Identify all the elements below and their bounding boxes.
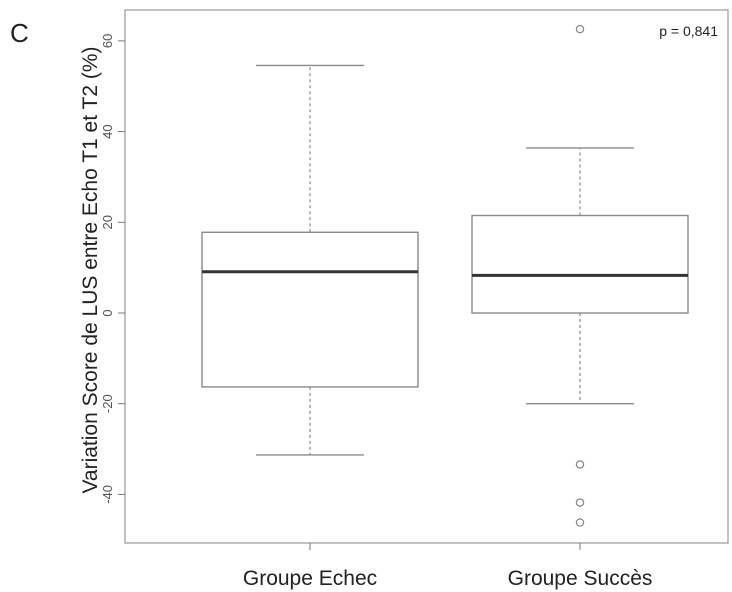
outlier-point <box>575 460 585 469</box>
panel-label: C <box>10 18 29 48</box>
box-iqr <box>471 214 689 314</box>
y-tick-label: 20 <box>100 215 115 229</box>
y-tick-label: 60 <box>100 34 115 48</box>
x-axis: Groupe Echec Groupe Succès <box>243 543 653 590</box>
plot-frame <box>124 9 729 544</box>
outlier-point <box>575 518 585 527</box>
boxes <box>201 24 689 527</box>
y-axis-label: Variation Score de LUS entre Echo T1 et … <box>79 46 102 493</box>
box-group <box>471 24 689 527</box>
y-tick-label: -40 <box>100 485 115 504</box>
box-iqr <box>201 231 419 388</box>
p-value-annotation: p = 0,841 <box>659 23 718 39</box>
box-group <box>201 64 419 456</box>
y-tick-label: 40 <box>100 124 115 138</box>
outlier-point <box>575 24 585 34</box>
y-tick-label: 0 <box>100 309 115 316</box>
y-axis: -40 -20 0 20 40 60 <box>100 34 125 504</box>
outlier-point <box>575 498 585 507</box>
y-tick-label: -20 <box>100 394 115 413</box>
x-tick-label: Groupe Succès <box>508 567 653 590</box>
x-tick-label: Groupe Echec <box>243 567 377 590</box>
